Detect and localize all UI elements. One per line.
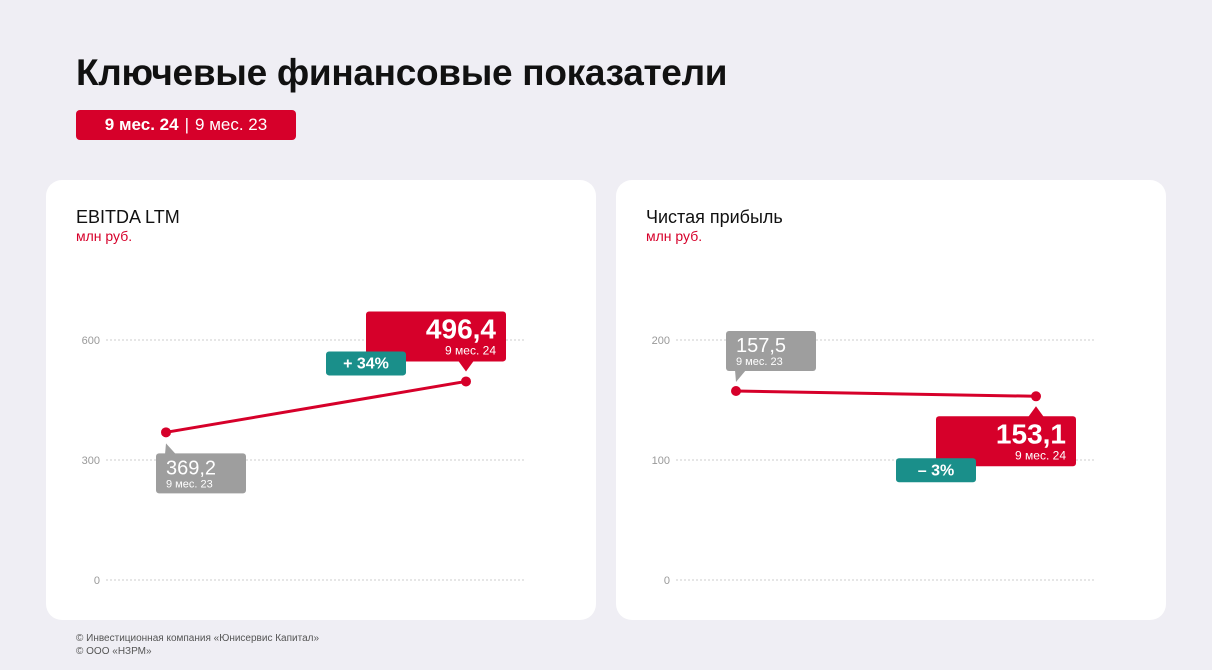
previous-value-callout: 369,29 мес. 23	[156, 443, 246, 494]
page-title: Ключевые финансовые показатели	[76, 52, 728, 93]
current-callout-pointer	[458, 360, 474, 372]
y-tick-label: 0	[94, 575, 100, 587]
series-line	[734, 389, 1038, 398]
net-profit-card: Чистая прибыль млн руб. 0 100 200 157,5 9 ме…	[616, 180, 1166, 620]
y-tick-label: 600	[82, 335, 100, 347]
net-profit-unit: млн руб.	[646, 228, 703, 244]
current-callout-pointer	[1028, 406, 1044, 418]
period-current: 9 мес. 24	[104, 115, 179, 134]
previous-period-label: 9 мес. 23	[736, 356, 783, 368]
series-line	[164, 379, 468, 434]
current-value-label: 153,1	[996, 418, 1066, 449]
data-point-current	[461, 376, 471, 387]
previous-callout-box	[156, 453, 246, 494]
previous-period-label: 9 мес. 23	[166, 478, 213, 490]
previous-value-label: 157,5	[736, 335, 786, 357]
footer: © Инвестиционная компания «Юнисервис Кап…	[76, 632, 319, 658]
change-label: – 3%	[918, 462, 954, 479]
change-badge: – 3%	[896, 458, 976, 483]
footer-line-1: © Инвестиционная компания «Юнисервис Кап…	[76, 633, 320, 644]
change-label: + 34%	[343, 355, 389, 372]
ebitda-unit: млн руб.	[76, 228, 133, 244]
current-period-label: 9 мес. 24	[1015, 448, 1066, 462]
period-separator: |	[184, 115, 190, 134]
previous-callout-box	[726, 331, 816, 371]
change-badge-box	[326, 351, 406, 376]
ebitda-title: EBITDA LTM	[76, 207, 180, 227]
previous-callout-pointer	[165, 443, 176, 455]
current-value-callout: 153,19 мес. 24	[936, 406, 1076, 467]
current-period-label: 9 мес. 24	[445, 343, 496, 357]
net-profit-title: Чистая прибыль	[646, 207, 783, 227]
previous-value-label: 369,2	[166, 457, 216, 479]
ebitda-card: EBITDA LTM млн руб. 0 300 600 369,2 9 мес. 2…	[46, 180, 596, 620]
footer-line-2: © ООО «НЗРМ»	[76, 646, 152, 657]
current-callout-box	[366, 311, 506, 362]
change-badge-box	[896, 458, 976, 483]
previous-callout-pointer	[735, 370, 746, 382]
current-value-callout: 496,49 мес. 24	[366, 311, 506, 372]
change-badge: + 34%	[326, 351, 406, 376]
y-tick-label: 100	[652, 455, 670, 467]
y-tick-label: 300	[82, 455, 100, 467]
y-tick-label: 200	[652, 335, 670, 347]
data-point-previous	[161, 427, 171, 438]
period-badge: 9 мес. 24 | 9 мес. 23	[76, 110, 296, 140]
period-previous: 9 мес. 23	[195, 115, 268, 134]
previous-value-callout: 157,59 мес. 23	[726, 331, 816, 382]
current-callout-box	[936, 416, 1076, 467]
current-value-label: 496,4	[426, 313, 496, 344]
data-point-previous	[731, 386, 741, 396]
y-tick-label: 0	[664, 575, 670, 587]
data-point-current	[1031, 391, 1041, 402]
